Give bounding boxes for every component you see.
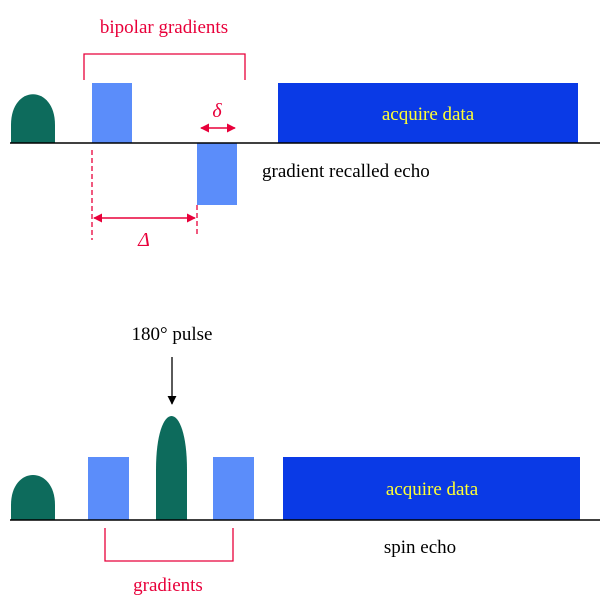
acquire-data-block	[283, 457, 580, 520]
delta-small-label: δ	[212, 100, 222, 122]
delta-big-label: Δ	[137, 229, 150, 251]
bipolar-gradients-bracket	[83, 53, 246, 80]
first-gradient-lobe	[88, 457, 129, 520]
refocusing-pulse-label: 180° pulse	[132, 324, 213, 345]
acquire-data-block	[278, 83, 578, 143]
acquire-data-label: acquire data	[382, 104, 475, 125]
gradient-recalled-echo-label: gradient recalled echo	[262, 161, 430, 182]
gradient-echo-sequence: bipolar gradients acquire data δ Δ gradi…	[10, 17, 600, 251]
spin-echo-label: spin echo	[384, 537, 456, 558]
excitation-pulse	[11, 475, 55, 520]
gradients-label: gradients	[133, 575, 203, 596]
refocusing-pulse	[156, 416, 187, 520]
acquire-data-label: acquire data	[386, 479, 479, 500]
gradients-bracket	[104, 528, 234, 562]
second-gradient-lobe	[213, 457, 254, 520]
spin-echo-sequence: 180° pulse acquire data spin echo gradie…	[10, 324, 600, 596]
positive-gradient-lobe	[92, 83, 132, 143]
excitation-pulse	[11, 94, 55, 143]
negative-gradient-lobe	[197, 143, 237, 205]
bipolar-gradients-label: bipolar gradients	[100, 17, 228, 38]
